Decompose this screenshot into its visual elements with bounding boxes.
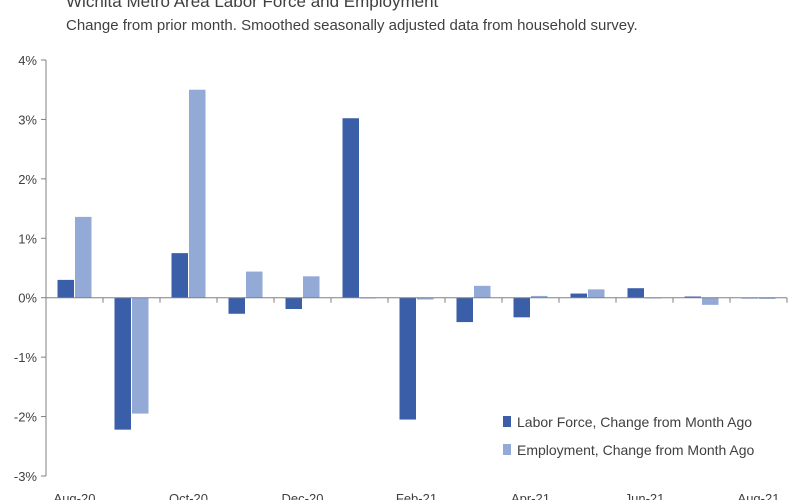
y-tick-label: 4% <box>18 53 37 68</box>
bar-labor-force-6 <box>399 297 416 420</box>
bar-employment-8 <box>531 295 548 298</box>
bar-group <box>57 89 776 430</box>
y-tick-label: -2% <box>14 410 38 425</box>
y-tick-label: -1% <box>14 350 38 365</box>
bar-labor-force-5 <box>342 118 359 298</box>
bar-employment-2 <box>189 89 206 298</box>
bar-employment-6 <box>417 297 434 300</box>
x-tick-label: Oct-20 <box>169 491 208 500</box>
legend-swatch-labor-force <box>503 416 511 427</box>
axes: -3% -2% -1% 0% 1% 2% 3% 4% Aug-20 Oct-20 Dec-20 Feb… <box>14 53 788 500</box>
x-tick-label: Jun-21 <box>625 491 665 500</box>
bar-employment-0 <box>75 216 92 298</box>
bar-employment-11 <box>702 297 719 305</box>
bar-labor-force-11 <box>684 296 701 298</box>
legend-label-employment: Employment, Change from Month Ago <box>517 442 755 458</box>
x-tick-label: Apr-21 <box>511 491 550 500</box>
bar-labor-force-7 <box>456 297 473 323</box>
y-tick-label: 1% <box>18 231 37 246</box>
y-tick-label: 2% <box>18 172 37 187</box>
y-tick-label: 0% <box>18 291 37 306</box>
legend-swatch-employment <box>503 444 511 455</box>
bar-labor-force-0 <box>57 279 74 298</box>
legend-label-labor-force: Labor Force, Change from Month Ago <box>517 414 752 430</box>
bar-labor-force-8 <box>513 297 530 318</box>
legend: Labor Force, Change from Month Ago Employ… <box>503 414 755 458</box>
bar-labor-force-2 <box>171 253 188 298</box>
y-tick-label: -3% <box>14 469 38 484</box>
x-tick-label: Aug-20 <box>54 491 96 500</box>
bar-employment-12 <box>759 297 776 299</box>
bar-labor-force-3 <box>228 297 245 314</box>
bar-labor-force-1 <box>114 297 131 430</box>
bar-labor-force-9 <box>570 293 587 298</box>
bar-employment-7 <box>474 285 491 298</box>
bar-labor-force-4 <box>285 297 302 309</box>
chart-title: Wichita Metro Area Labor Force and Emplo… <box>66 0 439 11</box>
x-tick-label: Feb-21 <box>396 491 437 500</box>
bar-employment-3 <box>246 271 263 298</box>
bar-employment-1 <box>132 297 149 414</box>
chart-subtitle: Change from prior month. Smoothed season… <box>66 17 638 34</box>
x-tick-label: Aug-21 <box>738 491 780 500</box>
bar-labor-force-10 <box>627 288 644 298</box>
bar-employment-9 <box>588 289 605 298</box>
y-tick-label: 3% <box>18 112 37 127</box>
x-tick-label: Dec-20 <box>282 491 324 500</box>
bar-employment-4 <box>303 276 320 298</box>
